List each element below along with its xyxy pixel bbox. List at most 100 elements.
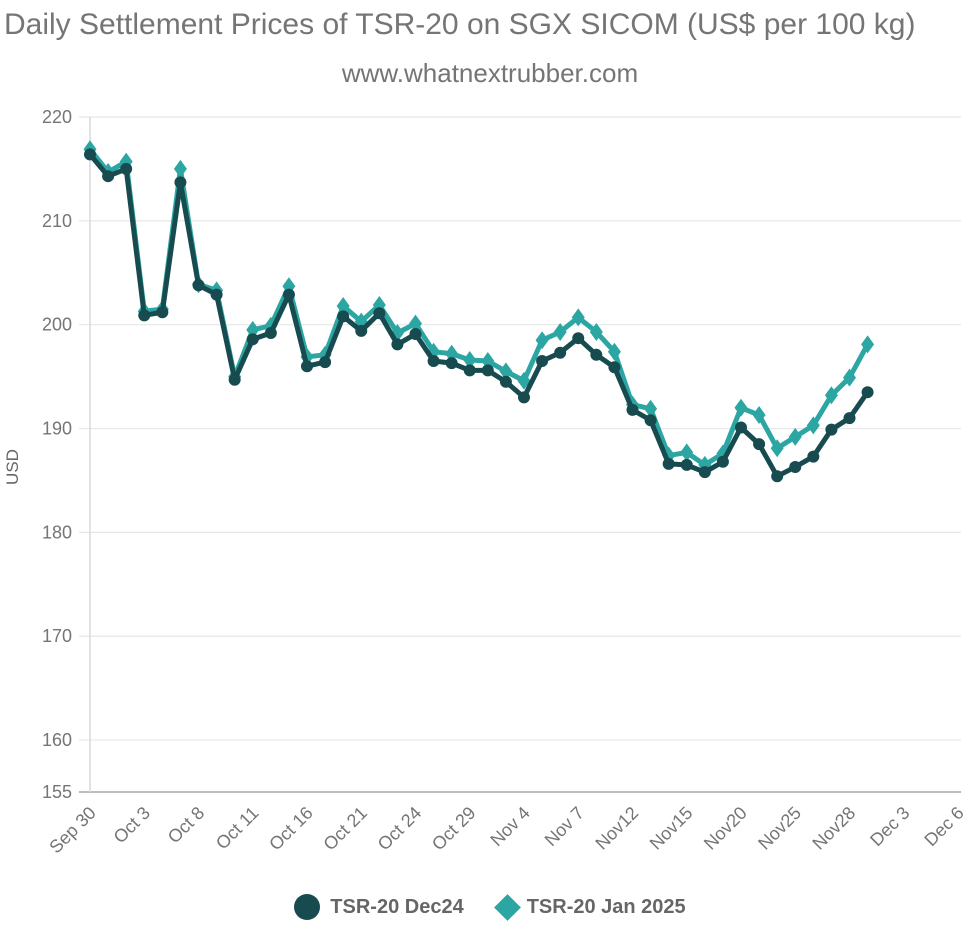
data-point-marker xyxy=(427,355,440,368)
y-tick-label: 155 xyxy=(42,782,72,802)
data-point-marker xyxy=(173,159,187,178)
page-title: Daily Settlement Prices of TSR-20 on SGX… xyxy=(4,8,916,41)
data-point-marker xyxy=(680,458,693,471)
y-tick-label: 170 xyxy=(42,626,72,646)
data-point-marker xyxy=(553,322,567,341)
data-point-marker xyxy=(463,351,477,369)
data-point-marker xyxy=(174,176,187,189)
x-tick-label: Nov 7 xyxy=(541,803,588,850)
y-tick-label: 190 xyxy=(42,419,72,439)
data-point-marker xyxy=(735,421,747,434)
page-subtitle: www.whatnextrubber.com xyxy=(341,58,639,88)
y-tick-label: 220 xyxy=(42,107,72,127)
data-point-marker xyxy=(770,439,784,458)
data-point-marker xyxy=(608,361,621,374)
data-point-marker xyxy=(246,333,259,346)
x-tick-label: Nov20 xyxy=(700,803,751,854)
data-point-marker xyxy=(680,443,694,462)
x-tick-label: Oct 3 xyxy=(110,803,155,848)
y-tick-label: 180 xyxy=(42,522,72,542)
x-tick-label: Oct 8 xyxy=(164,803,209,848)
data-point-marker xyxy=(607,342,621,361)
data-point-marker xyxy=(391,338,404,351)
data-point-marker xyxy=(499,362,513,381)
x-tick-label: Sep 30 xyxy=(45,803,99,857)
diamond-marker-icon xyxy=(493,893,521,921)
x-tick-label: Nov 4 xyxy=(486,803,533,850)
data-point-marker xyxy=(337,310,350,323)
data-point-marker xyxy=(535,331,549,350)
y-tick-label: 160 xyxy=(42,730,72,750)
data-point-marker xyxy=(301,360,313,373)
data-point-marker xyxy=(156,306,169,319)
series-line-tsr-20-jan-2025 xyxy=(87,146,871,468)
x-tick-label: Nov28 xyxy=(808,803,859,854)
data-point-marker xyxy=(264,327,277,339)
data-point-marker xyxy=(824,386,838,405)
data-point-marker xyxy=(463,364,476,377)
data-point-marker xyxy=(102,170,115,183)
series-line-tsr-20-dec24 xyxy=(87,151,871,479)
legend-label: TSR-20 Dec24 xyxy=(330,895,464,918)
data-point-marker xyxy=(572,332,585,345)
chart-legend: TSR-20 Dec24 TSR-20 Jan 2025 xyxy=(0,884,980,930)
x-tick-label: Oct 11 xyxy=(212,803,263,854)
data-point-marker xyxy=(807,450,820,463)
data-point-marker xyxy=(789,460,802,473)
legend-label: TSR-20 Jan 2025 xyxy=(526,895,686,918)
data-point-marker xyxy=(753,438,766,451)
data-point-marker xyxy=(843,368,856,387)
legend-item-tsr20-jan2025: TSR-20 Jan 2025 xyxy=(493,893,686,921)
data-point-marker xyxy=(518,391,530,404)
data-point-marker xyxy=(644,399,658,418)
data-point-marker xyxy=(120,162,133,175)
data-point-marker xyxy=(590,348,603,361)
legend-item-tsr20-dec24: TSR-20 Dec24 xyxy=(294,894,464,920)
data-point-marker xyxy=(771,470,784,483)
data-point-marker xyxy=(806,416,820,435)
data-point-marker xyxy=(499,375,512,388)
x-tick-label: Oct 16 xyxy=(265,803,317,855)
data-point-marker xyxy=(319,356,332,369)
data-point-marker xyxy=(752,406,766,425)
data-point-marker xyxy=(788,427,802,446)
data-point-marker xyxy=(409,314,422,333)
data-point-marker xyxy=(843,412,856,425)
data-point-marker xyxy=(644,414,657,427)
data-point-marker xyxy=(138,309,151,322)
circle-marker-icon xyxy=(294,894,321,920)
data-point-marker xyxy=(355,324,368,337)
data-point-marker xyxy=(373,307,386,320)
x-tick-label: Dec 3 xyxy=(866,803,913,850)
x-tick-label: Oct 29 xyxy=(428,803,480,855)
data-point-marker xyxy=(626,403,639,416)
data-point-marker xyxy=(445,357,458,370)
data-point-marker xyxy=(662,457,675,470)
data-point-marker xyxy=(698,466,711,479)
x-tick-label: Oct 24 xyxy=(374,803,426,855)
y-axis-label: USD xyxy=(3,449,22,485)
data-point-marker xyxy=(536,355,549,368)
data-point-marker xyxy=(571,308,585,327)
data-point-marker xyxy=(554,346,567,359)
data-point-marker xyxy=(372,295,386,314)
data-point-marker xyxy=(481,364,494,377)
x-tick-label: Nov12 xyxy=(591,803,642,854)
x-tick-label: Oct 21 xyxy=(319,803,371,855)
x-tick-label: Dec 6 xyxy=(920,803,967,850)
data-point-marker xyxy=(228,373,241,386)
data-point-marker xyxy=(409,328,422,341)
x-tick-label: Nov15 xyxy=(646,803,697,854)
data-point-marker xyxy=(825,423,838,436)
data-point-marker xyxy=(336,297,350,315)
data-point-marker xyxy=(84,148,96,161)
data-point-marker xyxy=(716,455,729,468)
x-tick-label: Nov25 xyxy=(754,803,805,854)
data-point-marker xyxy=(734,398,748,417)
y-tick-label: 210 xyxy=(42,211,72,231)
data-point-marker xyxy=(861,386,874,399)
data-point-marker xyxy=(210,288,223,301)
data-point-marker xyxy=(589,322,603,341)
